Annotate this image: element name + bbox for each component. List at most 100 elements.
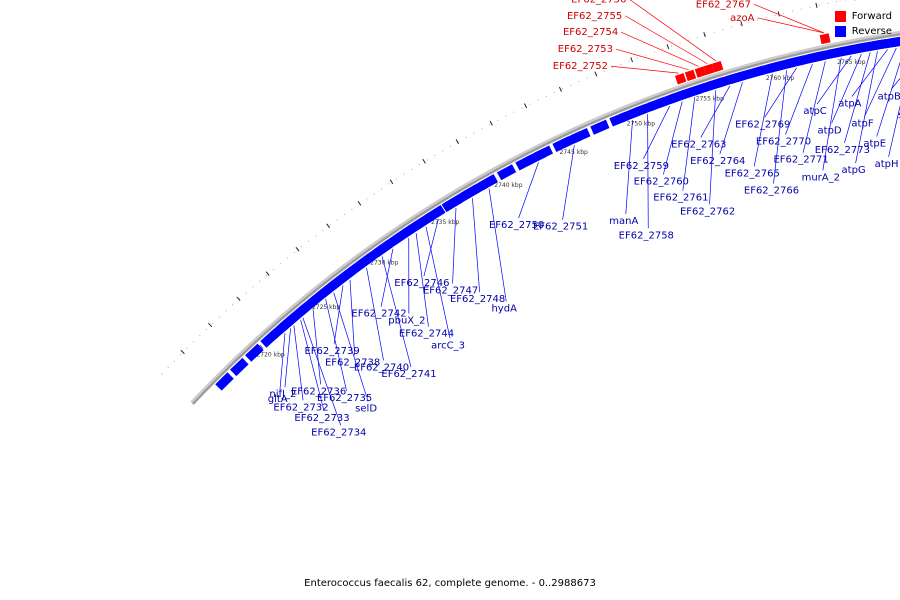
gene-label-ef62-2771: EF62_2771	[773, 155, 828, 166]
gene-label-ef62-2741: EF62_2741	[381, 369, 436, 380]
forward-leader-line	[610, 65, 679, 74]
outer-tick	[594, 71, 598, 77]
reverse-leader-line	[518, 162, 539, 219]
reverse-gene-segment	[726, 71, 746, 85]
reverse-leader-line	[425, 226, 451, 339]
gene-label-ef62-2735: EF62_2735	[317, 393, 372, 404]
outer-tick	[740, 21, 743, 27]
gene-label-smpb: smpB	[898, 110, 900, 121]
reverse-leader-line	[452, 207, 457, 284]
reverse-leader-line	[643, 105, 671, 159]
scale-tick-label: 2765 kbp	[837, 59, 865, 66]
gene-label-azoa: azoA	[730, 13, 754, 24]
outer-tick	[630, 57, 634, 63]
gene-label-ef62-2756: EF62_2756	[571, 0, 626, 5]
reverse-gene-segment	[868, 39, 887, 51]
legend-forward-swatch	[834, 11, 846, 22]
gene-label-atpg: atpG	[842, 165, 866, 176]
gene-label-mura-2: murA_2	[802, 173, 840, 184]
reverse-leader-line	[647, 114, 649, 229]
outer-tick	[208, 322, 213, 328]
gene-label-glta: gltA	[268, 394, 288, 405]
gene-label-ef62-2739: EF62_2739	[304, 346, 359, 357]
gene-label-ef62-2740: EF62_2740	[354, 362, 409, 373]
reverse-leader-line	[764, 67, 797, 118]
reverse-leader-line	[709, 90, 717, 205]
scale-tick-label: 2725 kbp	[312, 304, 340, 311]
reverse-leader-line	[822, 57, 842, 171]
gene-label-ef62-2773: EF62_2773	[815, 145, 870, 156]
outer-tick	[265, 271, 270, 276]
forward-leader-line	[625, 15, 708, 64]
reverse-gene-segment	[260, 329, 279, 348]
reverse-gene-segment	[827, 46, 846, 59]
reverse-gene-segment	[687, 83, 707, 98]
gene-label-ef62-2767: EF62_2767	[696, 0, 751, 10]
gene-label-ef62-2748: EF62_2748	[450, 294, 505, 305]
scale-tick-label: 2755 kbp	[696, 96, 724, 103]
reverse-gene-segment	[340, 264, 360, 282]
reverse-gene-segment	[390, 228, 410, 246]
reverse-gene-segment	[786, 55, 806, 69]
gene-label-ef62-2764: EF62_2764	[690, 156, 745, 167]
gene-label-ef62-2760: EF62_2760	[634, 177, 689, 188]
reverse-leader-line	[864, 47, 897, 117]
reverse-gene-segment	[609, 111, 629, 127]
legend: Forward Reverse	[834, 9, 892, 39]
reverse-leader-line	[876, 61, 900, 137]
gene-label-ef62-2753: EF62_2753	[558, 44, 613, 55]
reverse-leader-line	[333, 285, 344, 344]
reverse-leader-line	[312, 309, 321, 385]
gene-label-hyda: hydA	[491, 304, 517, 315]
legend-reverse-swatch	[834, 26, 846, 37]
reverse-gene-segment	[407, 216, 428, 234]
reverse-gene-segment	[590, 119, 610, 135]
gene-label-ef62-2744: EF62_2744	[399, 329, 454, 340]
reverse-gene-segment	[667, 89, 687, 105]
gene-label-ef62-2761: EF62_2761	[653, 193, 708, 204]
legend-forward: Forward	[834, 9, 892, 24]
reverse-leader-line	[562, 145, 575, 220]
gene-label-ef62-2751: EF62_2751	[533, 222, 588, 233]
reverse-leader-line	[855, 51, 878, 164]
gene-label-ef62-2754: EF62_2754	[563, 27, 618, 38]
reverse-gene-segment	[847, 42, 867, 55]
scale-tick	[259, 344, 264, 349]
reverse-leader-line	[349, 280, 355, 356]
reverse-gene-segment	[807, 50, 826, 64]
reverse-leader-line	[488, 188, 507, 302]
reverse-leader-line	[325, 298, 347, 391]
gene-layer	[215, 33, 900, 391]
reverse-gene-segment	[323, 276, 343, 295]
gene-label-atpa: atpA	[838, 99, 861, 110]
reverse-leader-line	[753, 73, 773, 167]
reverse-leader-line	[773, 70, 787, 184]
reverse-gene-segment	[571, 127, 591, 144]
reverse-gene-segment	[215, 372, 234, 391]
reverse-gene-segment	[245, 343, 264, 362]
forward-gene-ef62-2756	[712, 61, 724, 73]
forward-leader-line	[615, 48, 689, 71]
reverse-gene-segment	[746, 65, 766, 79]
label-layer: gltAEF62_2732EF62_2733EF62_2734nifJ_2EF6…	[268, 0, 900, 438]
scale-tick-label: 2720 kbp	[256, 352, 284, 359]
gene-label-ef62-2732: EF62_2732	[273, 402, 328, 413]
reverse-leader-line	[844, 52, 871, 144]
scale-tick-label: 2740 kbp	[494, 182, 522, 189]
reverse-gene-segment	[291, 302, 311, 321]
forward-gene-ef62-2753	[684, 69, 697, 82]
reverse-gene-segment	[552, 136, 572, 152]
reverse-gene-segment	[628, 104, 648, 119]
outer-tick	[489, 120, 493, 126]
forward-leader-line	[621, 31, 699, 67]
reverse-gene-segment	[275, 315, 295, 334]
outer-tick	[703, 32, 706, 38]
reverse-gene-segment	[356, 251, 376, 270]
reverse-leader-line	[682, 97, 696, 191]
reverse-leader-line	[415, 233, 429, 327]
reverse-gene-segment	[648, 96, 668, 112]
gene-label-arcc-3: arcC_3	[431, 340, 465, 351]
gene-label-ef62-2752: EF62_2752	[553, 61, 608, 72]
outer-tick	[180, 349, 185, 355]
